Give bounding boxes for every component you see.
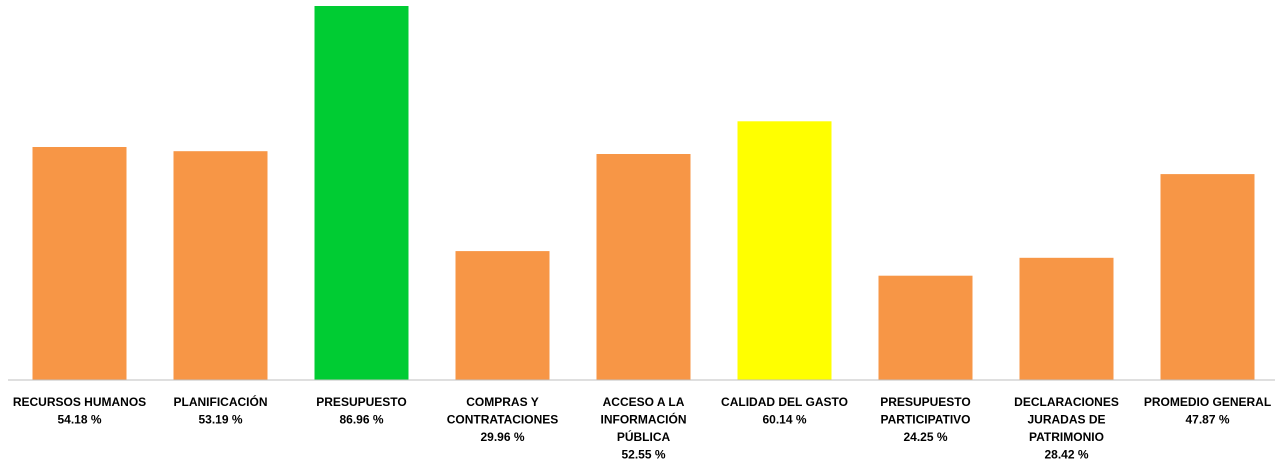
- value-label: 60.14 %: [762, 413, 806, 427]
- bar-9: [1160, 174, 1255, 380]
- category-label: ACCESO A LA: [603, 395, 685, 409]
- category-label: COMPRAS Y: [466, 395, 538, 409]
- category-group-6: CALIDAD DEL GASTO 60.14 %: [721, 395, 848, 427]
- category-label: PRESUPUESTO: [880, 395, 970, 409]
- category-label: CONTRATACIONES: [447, 413, 559, 427]
- value-label: 28.42 %: [1044, 448, 1088, 462]
- category-label: PÚBLICA: [617, 429, 671, 444]
- category-group-7: PRESUPUESTO PARTICIPATIVO 24.25 %: [880, 395, 970, 444]
- category-group-3: PRESUPUESTO 86.96 %: [316, 395, 406, 427]
- category-group-5: ACCESO A LA INFORMACIÓN PÚBLICA 52.55 %: [601, 395, 687, 462]
- category-label: CALIDAD DEL GASTO: [721, 395, 848, 409]
- value-label: 54.18 %: [57, 413, 101, 427]
- bar-7: [878, 275, 973, 380]
- bar-5: [596, 154, 691, 380]
- bar-3: [314, 6, 409, 380]
- bar-6: [737, 121, 832, 381]
- category-label: RECURSOS HUMANOS: [13, 395, 146, 409]
- value-label: 24.25 %: [903, 430, 947, 444]
- category-label: INFORMACIÓN: [601, 412, 687, 427]
- value-label: 47.87 %: [1185, 413, 1229, 427]
- bars-layer: [32, 6, 1255, 381]
- category-label: PROMEDIO GENERAL: [1144, 395, 1271, 409]
- category-label: PATRIMONIO: [1029, 430, 1104, 444]
- value-label: 29.96 %: [480, 430, 524, 444]
- value-label: 52.55 %: [621, 448, 665, 462]
- category-label: PARTICIPATIVO: [881, 413, 971, 427]
- category-group-8: DECLARACIONES JURADAS DE PATRIMONIO 28.42 %: [1014, 395, 1119, 462]
- category-group-4: COMPRAS Y CONTRATACIONES 29.96 %: [447, 395, 559, 444]
- bar-8: [1019, 257, 1114, 380]
- category-label: PRESUPUESTO: [316, 395, 406, 409]
- category-group-1: RECURSOS HUMANOS 54.18 %: [13, 395, 146, 427]
- value-label: 86.96 %: [339, 413, 383, 427]
- category-label: JURADAS DE: [1027, 413, 1105, 427]
- bar-2: [173, 151, 268, 380]
- labels-layer: RECURSOS HUMANOS 54.18 % PLANIFICACIÓN 53.1…: [13, 394, 1271, 462]
- category-label: PLANIFICACIÓN: [174, 394, 268, 409]
- category-group-2: PLANIFICACIÓN 53.19 %: [174, 394, 268, 427]
- value-label: 53.19 %: [198, 413, 242, 427]
- bar-4: [455, 251, 550, 380]
- bar-1: [32, 147, 127, 380]
- category-group-9: PROMEDIO GENERAL 47.87 %: [1144, 395, 1271, 427]
- category-label: DECLARACIONES: [1014, 395, 1119, 409]
